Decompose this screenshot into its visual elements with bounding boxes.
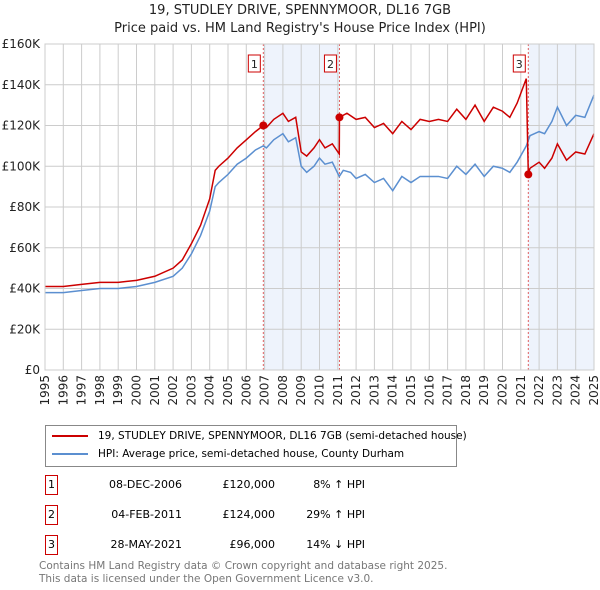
annotation-box: [512, 54, 526, 73]
x-tick-label: 2024: [569, 375, 583, 406]
y-tick-label: £140K: [2, 78, 42, 92]
x-tick-label: 2008: [276, 375, 290, 406]
y-tick-label: £80K: [9, 200, 41, 214]
y-tick-label: £60K: [9, 241, 41, 255]
x-tick-label: 1998: [93, 375, 107, 406]
hpi-series-line: [45, 94, 595, 294]
sale-hpi: 29% ↑ HPI: [306, 508, 365, 521]
footer: Contains HM Land Registry data © Crown c…: [39, 560, 447, 586]
x-tick-label: 2000: [130, 375, 144, 406]
footer-licence: This data is licensed under the Open Gov…: [39, 573, 374, 585]
sale-point: [259, 121, 268, 130]
sale-price: £120,000: [222, 478, 276, 491]
x-tick-label: 2011: [331, 375, 345, 406]
legend-item-property: 19, STUDLEY DRIVE, SPENNYMOOR, DL16 7GB …: [52, 430, 467, 442]
sale-point: [524, 170, 533, 179]
x-tick-label: 2012: [349, 375, 363, 406]
legend-swatch: [52, 453, 88, 455]
plot-border: [44, 43, 595, 371]
sale-hpi: 14% ↓ HPI: [306, 538, 365, 551]
y-tick-label: £40K: [9, 282, 41, 296]
x-tick-label: 2015: [404, 375, 418, 406]
annotation-box: [247, 54, 261, 73]
chart-title: 19, STUDLEY DRIVE, SPENNYMOOR, DL16 7GB: [148, 3, 452, 18]
sale-date: 04-FEB-2011: [111, 508, 182, 521]
annotation-box: [323, 54, 337, 73]
sale-date: 28-MAY-2021: [110, 538, 182, 551]
sale-marker: 1: [45, 475, 58, 495]
legend: 19, STUDLEY DRIVE, SPENNYMOOR, DL16 7GB …: [45, 425, 467, 467]
sale-row: 3 28-MAY-2021 £96,000 14% ↓ HPI: [45, 535, 465, 555]
annotation-label: 3: [516, 58, 523, 71]
x-tick-label: 2021: [514, 375, 528, 406]
x-tick-label: 2006: [239, 375, 253, 406]
x-tick-label: 1996: [56, 375, 70, 406]
y-tick-label: £100K: [2, 159, 42, 173]
x-tick-label: 2022: [532, 375, 546, 406]
sale-row: 2 04-FEB-2011 £124,000 29% ↑ HPI: [45, 505, 465, 525]
y-tick-label: £120K: [2, 119, 42, 133]
x-tick-label: 2001: [148, 375, 162, 406]
legend-label: HPI: Average price, semi-detached house,…: [98, 448, 405, 460]
x-tick-label: 2017: [441, 375, 455, 406]
legend-label: 19, STUDLEY DRIVE, SPENNYMOOR, DL16 7GB …: [98, 430, 467, 442]
sale-hpi: 8% ↑ HPI: [313, 478, 365, 491]
sale-row: 1 08-DEC-2006 £120,000 8% ↑ HPI: [45, 475, 465, 495]
price-chart: £0 £20K £40K £60K £80K £100K £120K £140K £160K 19…: [2, 37, 600, 406]
legend-swatch: [52, 435, 88, 437]
x-tick-label: 2018: [459, 375, 473, 406]
x-tick-label: 2004: [203, 375, 217, 406]
legend-item-hpi: HPI: Average price, semi-detached house,…: [52, 448, 404, 460]
x-tick-label: 2023: [550, 375, 564, 406]
x-tick-label: 2025: [587, 375, 600, 406]
sale-price: £96,000: [229, 538, 276, 551]
x-tick-label: 2016: [422, 375, 436, 406]
annotation-label: 2: [327, 58, 334, 71]
x-tick-label: 2009: [294, 375, 308, 406]
x-tick-label: 2019: [477, 375, 491, 406]
x-tick-label: 2013: [367, 375, 381, 406]
y-tick-label: £160K: [2, 37, 42, 51]
x-tick-label: 2005: [221, 375, 235, 406]
y-tick-label: £20K: [9, 322, 41, 336]
y-tick-label: £0: [25, 363, 40, 377]
x-tick-label: 2007: [258, 375, 272, 406]
x-tick-label: 2010: [313, 375, 327, 406]
footer-copyright: Contains HM Land Registry data © Crown c…: [39, 560, 448, 572]
sale-price: £124,000: [222, 508, 276, 521]
x-tick-label: 1999: [111, 375, 125, 406]
x-tick-label: 2014: [386, 375, 400, 406]
x-tick-label: 2020: [496, 375, 510, 406]
sale-marker: 2: [45, 505, 58, 525]
sale-marker: 3: [45, 535, 58, 555]
x-tick-label: 1995: [38, 375, 52, 406]
sale-point: [335, 113, 344, 122]
chart-subtitle: Price paid vs. HM Land Registry's House …: [114, 21, 486, 36]
x-tick-label: 2002: [166, 375, 180, 406]
x-tick-label: 2003: [184, 375, 198, 406]
annotation-label: 1: [251, 58, 258, 71]
x-tick-label: 1997: [75, 375, 89, 406]
sale-date: 08-DEC-2006: [108, 478, 182, 491]
